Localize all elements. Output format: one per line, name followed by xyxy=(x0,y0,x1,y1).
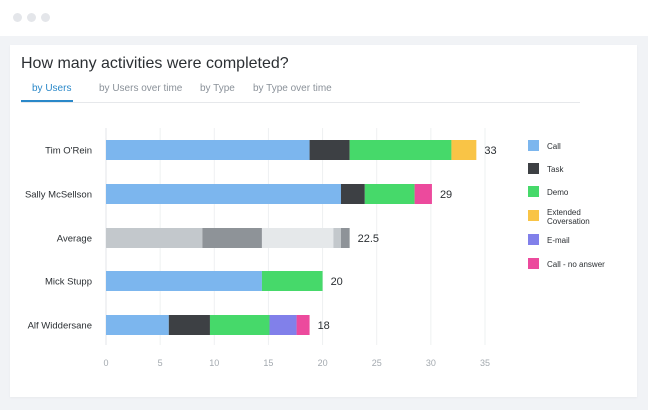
bar-segment xyxy=(333,228,341,248)
legend-label: Task xyxy=(547,165,564,174)
bar-segment xyxy=(340,228,350,248)
bar-segment xyxy=(269,315,297,335)
bar-segment xyxy=(261,271,323,291)
category-label: Average xyxy=(57,234,92,245)
x-tick-label: 0 xyxy=(103,358,108,368)
legend-label: Call xyxy=(547,142,561,151)
legend-label: Demo xyxy=(547,188,569,197)
tab-by-users[interactable]: by Users xyxy=(32,83,72,94)
legend-label: E-mail xyxy=(547,236,570,245)
legend-swatch xyxy=(528,163,539,174)
bar-segment xyxy=(349,140,452,160)
x-tick-label: 35 xyxy=(480,358,490,368)
legend-swatch xyxy=(528,140,539,151)
bar-segment xyxy=(106,228,203,248)
active-tab-indicator xyxy=(21,100,73,102)
category-label: Sally McSellson xyxy=(25,190,92,201)
bar-segment xyxy=(261,228,334,248)
legend-swatch xyxy=(528,186,539,197)
window-dot-icon xyxy=(41,13,50,22)
legend-swatch xyxy=(528,258,539,269)
category-label: Mick Stupp xyxy=(45,277,92,288)
bar-segment xyxy=(168,315,210,335)
x-tick-label: 25 xyxy=(372,358,382,368)
total-label: 29 xyxy=(440,189,452,201)
tab-by-type[interactable]: by Type xyxy=(200,83,235,94)
category-label: Alf Widdersane xyxy=(28,321,92,332)
category-label: Tim O'Rein xyxy=(45,146,92,157)
bar-segment xyxy=(296,315,310,335)
x-tick-label: 20 xyxy=(318,358,328,368)
bar-segment xyxy=(364,184,415,204)
x-tick-label: 15 xyxy=(263,358,273,368)
page-title: How many activities were completed? xyxy=(21,55,289,72)
tab-bar: by Users by Users over time by Type by T… xyxy=(21,80,580,103)
tab-by-users-over-time[interactable]: by Users over time xyxy=(99,83,183,94)
tab-by-type-over-time[interactable]: by Type over time xyxy=(253,83,332,94)
window-dot-icon xyxy=(13,13,22,22)
bar-segment xyxy=(106,271,262,291)
legend-label: Call - no answer xyxy=(547,260,605,269)
legend-label: Extended Coversation xyxy=(547,208,590,226)
x-tick-label: 30 xyxy=(426,358,436,368)
bar-segment xyxy=(451,140,477,160)
bar-segment xyxy=(106,184,341,204)
bar-segment xyxy=(202,228,262,248)
bar-segment xyxy=(209,315,270,335)
total-label: 33 xyxy=(484,145,496,157)
x-tick-label: 5 xyxy=(158,358,163,368)
bar-segment xyxy=(106,315,169,335)
legend-swatch xyxy=(528,210,539,221)
total-label: 18 xyxy=(318,320,330,332)
window-dot-icon xyxy=(27,13,36,22)
total-label: 20 xyxy=(331,276,343,288)
bar-segment xyxy=(414,184,432,204)
bar-segment xyxy=(106,140,310,160)
bar-segment xyxy=(340,184,365,204)
legend-swatch xyxy=(528,234,539,245)
total-label: 22.5 xyxy=(358,233,379,245)
x-tick-label: 10 xyxy=(209,358,219,368)
bar-segment xyxy=(309,140,350,160)
window-title-bar xyxy=(0,0,648,36)
